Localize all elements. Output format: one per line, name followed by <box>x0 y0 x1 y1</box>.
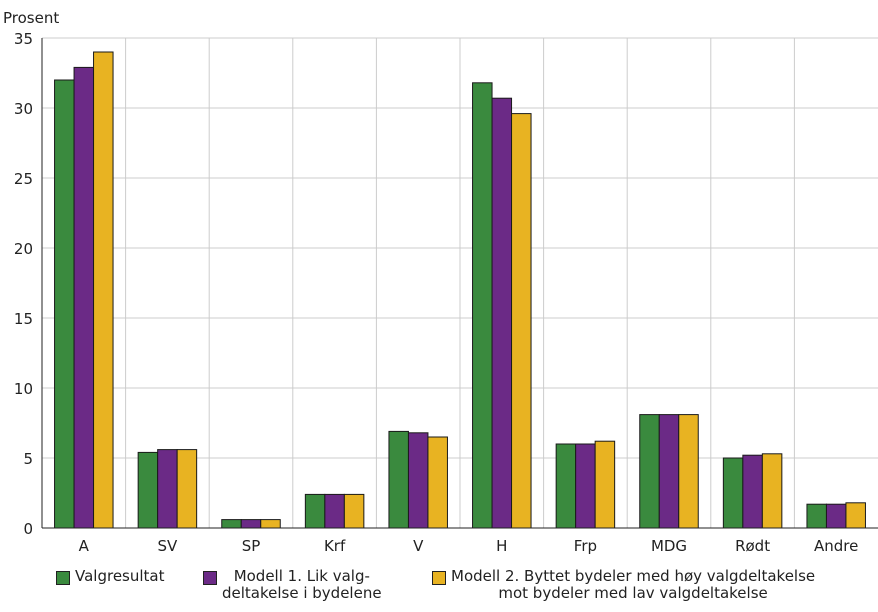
legend: Valgresultat Modell 1. Lik valg- deltake… <box>0 568 878 612</box>
bar-sp-series-1 <box>240 519 262 529</box>
bar-mdg-series-2 <box>678 414 699 529</box>
y-tick-label: 35 <box>14 30 33 48</box>
bar-h-series-0 <box>472 82 493 529</box>
bar-chart: Prosent 0 5 10 15 20 25 30 35 A SV SP Krf V H Frp MDG R… <box>3 9 878 555</box>
x-tick-label: A <box>79 537 90 555</box>
legend-swatch-modell-1 <box>203 571 217 585</box>
bar-v-series-1 <box>407 432 429 529</box>
bar-rødt-series-2 <box>761 453 783 529</box>
x-tick-label: Rødt <box>735 537 770 555</box>
bars <box>54 51 866 529</box>
legend-item-modell-1: Modell 1. Lik valg- deltakelse i bydelen… <box>203 568 382 602</box>
x-tick-labels: A SV SP Krf V H Frp MDG Rødt Andre <box>79 537 859 555</box>
bar-v-series-2 <box>427 436 448 529</box>
bar-frp-series-2 <box>594 440 616 529</box>
bar-sp-series-0 <box>221 519 242 529</box>
x-tick-label: V <box>413 537 424 555</box>
legend-item-valgresultat: Valgresultat <box>56 568 165 585</box>
y-tick-label: 5 <box>23 450 33 468</box>
bar-andre-series-2 <box>845 502 866 529</box>
y-tick-label: 10 <box>14 380 33 398</box>
y-tick-label: 15 <box>14 310 33 328</box>
bar-krf-series-2 <box>343 493 365 529</box>
bar-h-series-1 <box>491 97 513 529</box>
bar-sv-series-2 <box>176 449 198 529</box>
bar-andre-series-1 <box>825 503 847 529</box>
bar-krf-series-0 <box>304 493 326 529</box>
legend-label-valgresultat: Valgresultat <box>75 567 165 585</box>
bar-mdg-series-1 <box>658 414 680 529</box>
legend-swatch-modell-2 <box>432 571 446 585</box>
x-tick-label: Frp <box>574 537 597 555</box>
y-tick-label: 25 <box>14 170 33 188</box>
x-tick-label: SV <box>158 537 179 555</box>
bar-sv-series-1 <box>157 449 178 529</box>
bar-sp-series-2 <box>260 519 281 529</box>
legend-label-modell-1: Modell 1. Lik valg- deltakelse i bydelen… <box>222 567 382 602</box>
bar-andre-series-0 <box>806 503 827 529</box>
x-tick-label: MDG <box>651 537 687 555</box>
bar-krf-series-1 <box>324 493 345 529</box>
bar-rødt-series-0 <box>722 457 744 529</box>
x-tick-label: H <box>496 537 507 555</box>
bar-h-series-2 <box>511 113 532 529</box>
bar-v-series-0 <box>388 430 409 529</box>
y-tick-labels: 0 5 10 15 20 25 30 35 <box>14 30 33 538</box>
bar-mdg-series-0 <box>639 414 660 529</box>
legend-swatch-valgresultat <box>56 571 70 585</box>
bar-a-series-2 <box>93 51 114 529</box>
x-tick-label: Krf <box>324 537 346 555</box>
bar-frp-series-0 <box>555 443 577 529</box>
y-tick-label: 20 <box>14 240 33 258</box>
bar-frp-series-1 <box>575 443 596 529</box>
bar-a-series-0 <box>54 79 75 529</box>
legend-label-modell-2: Modell 2. Byttet bydeler med høy valgdel… <box>451 567 816 602</box>
x-tick-label: Andre <box>814 537 858 555</box>
bar-a-series-1 <box>73 66 95 529</box>
bar-sv-series-0 <box>137 451 159 529</box>
legend-item-modell-2: Modell 2. Byttet bydeler med høy valgdel… <box>432 568 815 602</box>
y-tick-label: 0 <box>23 520 33 538</box>
bar-rødt-series-1 <box>742 454 763 529</box>
y-axis-label: Prosent <box>3 9 59 27</box>
y-tick-label: 30 <box>14 100 33 118</box>
axes <box>41 38 878 529</box>
gridlines <box>42 37 878 528</box>
x-tick-label: SP <box>242 537 261 555</box>
